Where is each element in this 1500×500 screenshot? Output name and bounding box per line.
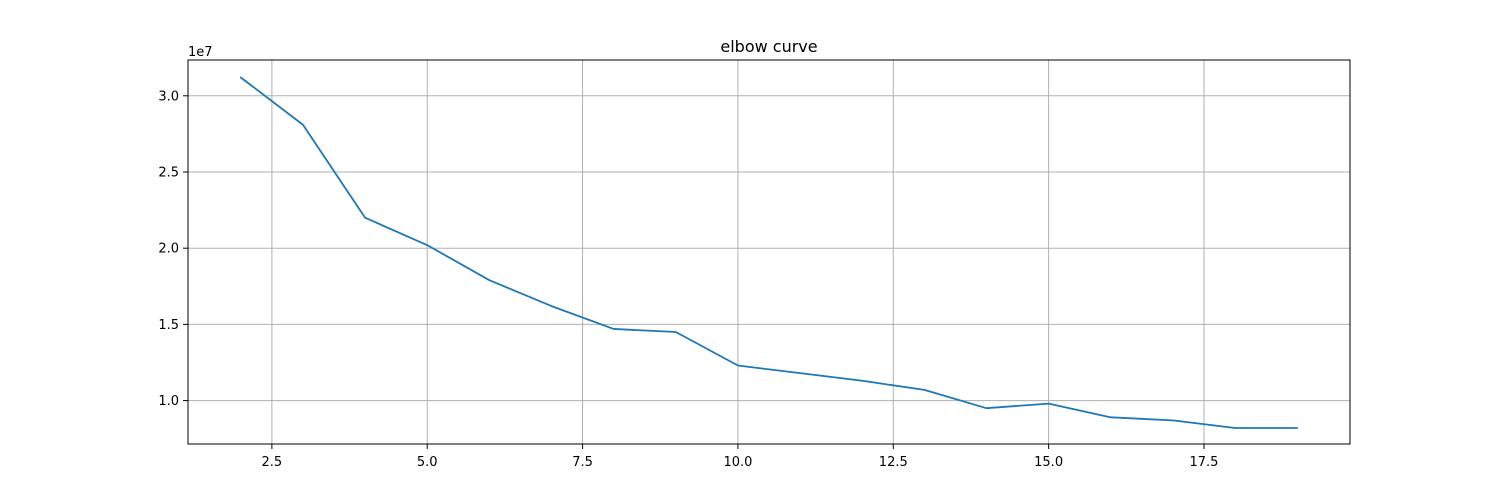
grid-lines bbox=[188, 60, 1350, 444]
x-tick-label: 15.0 bbox=[1034, 455, 1063, 470]
x-tick-label: 12.5 bbox=[879, 455, 908, 470]
series-layer bbox=[239, 76, 1299, 429]
y-axis-offset-label: 1e7 bbox=[188, 45, 213, 60]
x-tick-label: 5.0 bbox=[417, 455, 438, 470]
chart-title: elbow curve bbox=[720, 37, 817, 56]
y-tick-label: 2.5 bbox=[158, 166, 179, 181]
x-tick-label: 17.5 bbox=[1189, 455, 1218, 470]
y-axis-ticks: 1.0 1.5 2.0 2.5 3.0 bbox=[158, 89, 188, 409]
x-tick-label: 2.5 bbox=[262, 455, 283, 470]
x-tick-label: 7.5 bbox=[572, 455, 593, 470]
y-tick-label: 2.0 bbox=[158, 242, 179, 257]
y-tick-label: 3.0 bbox=[158, 89, 179, 104]
plot-area-frame bbox=[187, 59, 1351, 445]
series-line-0 bbox=[239, 76, 1299, 429]
x-tick-label: 10.0 bbox=[723, 455, 752, 470]
y-tick-label: 1.5 bbox=[158, 318, 179, 333]
y-tick-label: 1.0 bbox=[158, 394, 179, 409]
x-axis-ticks: 2.5 5.0 7.5 10.0 12.5 15.0 17.5 bbox=[262, 444, 1218, 470]
